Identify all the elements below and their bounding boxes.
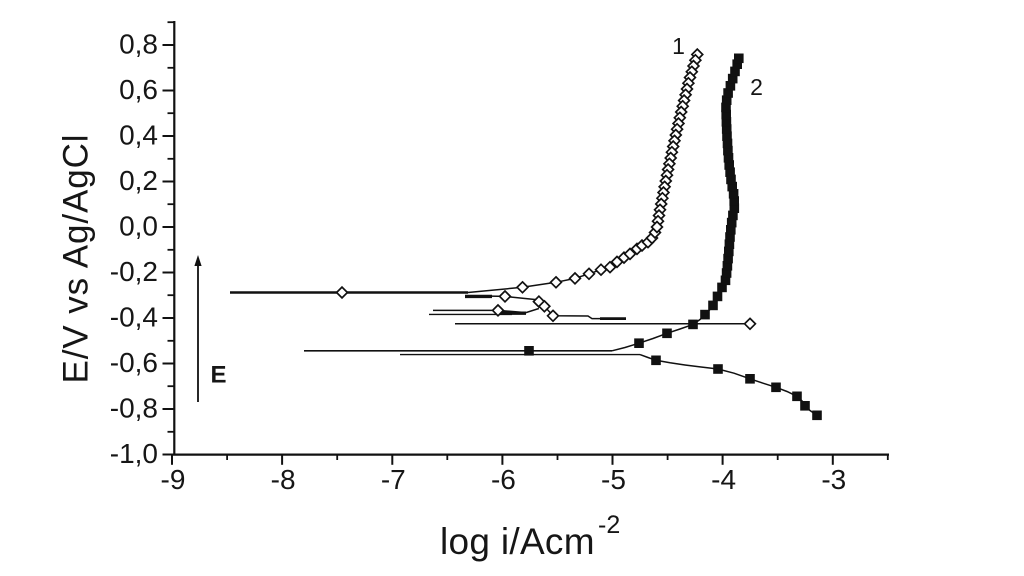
svg-text:1: 1 xyxy=(672,33,685,59)
svg-text:-0,2: -0,2 xyxy=(110,256,158,287)
svg-text:-0,4: -0,4 xyxy=(110,301,158,332)
svg-text:-2: -2 xyxy=(598,511,620,539)
svg-text:-4: -4 xyxy=(711,464,736,495)
svg-text:E: E xyxy=(210,362,226,389)
svg-text:-0,6: -0,6 xyxy=(110,347,158,378)
svg-text:-9: -9 xyxy=(161,464,186,495)
svg-text:-5: -5 xyxy=(601,464,626,495)
svg-text:-0,8: -0,8 xyxy=(110,392,158,423)
svg-text:0,2: 0,2 xyxy=(119,165,158,196)
svg-text:-7: -7 xyxy=(381,464,406,495)
svg-text:0,0: 0,0 xyxy=(119,210,158,241)
svg-text:log i/Acm: log i/Acm xyxy=(440,521,595,562)
svg-text:0,8: 0,8 xyxy=(119,28,158,59)
svg-text:2: 2 xyxy=(750,74,763,100)
svg-text:0,6: 0,6 xyxy=(119,74,158,105)
svg-text:E/V vs Ag/AgCl: E/V vs Ag/AgCl xyxy=(57,134,96,384)
svg-text:-3: -3 xyxy=(821,464,846,495)
svg-text:-8: -8 xyxy=(271,464,296,495)
svg-text:-6: -6 xyxy=(491,464,516,495)
svg-text:-1,0: -1,0 xyxy=(110,438,158,469)
svg-text:0,4: 0,4 xyxy=(119,119,158,150)
